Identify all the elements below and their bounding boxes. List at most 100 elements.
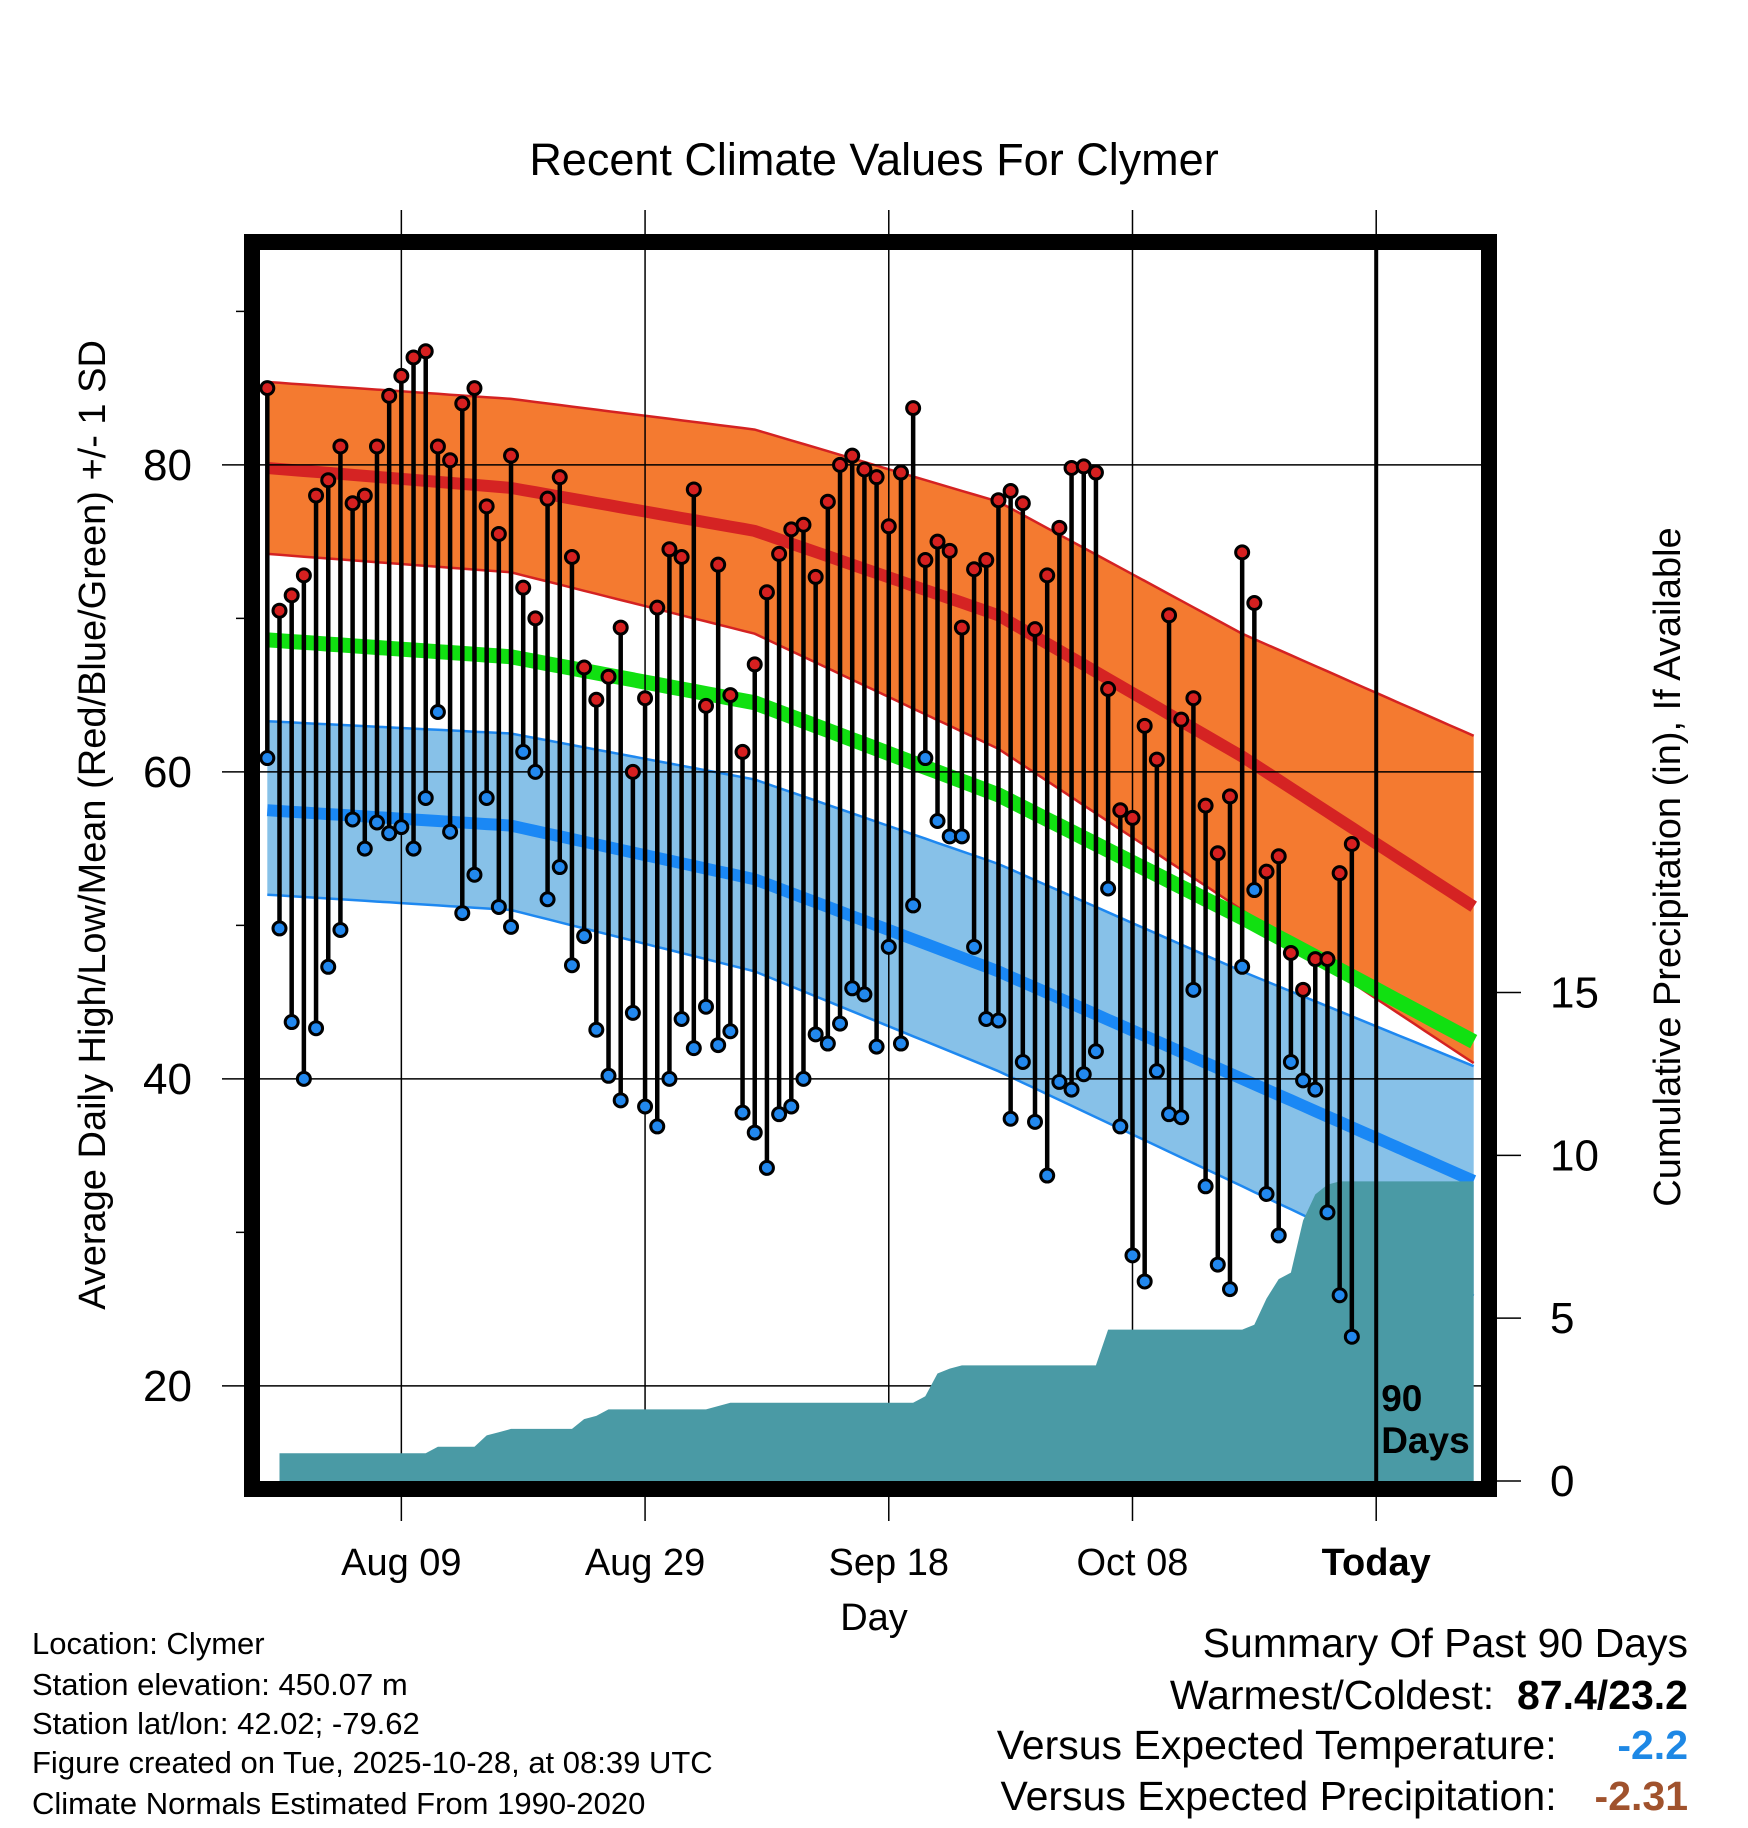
today-marker-label: Days <box>1381 1420 1469 1461</box>
daily-high-point <box>515 579 532 596</box>
y-tick-label-left: 40 <box>143 1055 192 1104</box>
daily-high-point <box>356 487 373 504</box>
daily-low-point <box>917 750 934 767</box>
y-tick-label-right: 15 <box>1550 969 1599 1018</box>
daily-low-point <box>1295 1072 1312 1089</box>
daily-low-point <box>783 1098 800 1115</box>
daily-low-point <box>1063 1081 1080 1098</box>
x-tick-label: Aug 29 <box>585 1542 705 1584</box>
daily-low-point <box>295 1070 312 1087</box>
daily-high-point <box>393 367 410 384</box>
summary-title: Summary Of Past 90 Days <box>1203 1620 1688 1667</box>
precip-area <box>279 1181 1474 1481</box>
daily-low-point <box>356 840 373 857</box>
extremes-label: Warmest/Coldest: <box>1169 1672 1495 1718</box>
daily-low-point <box>880 938 897 955</box>
daily-low-point <box>515 743 532 760</box>
daily-low-point <box>1027 1113 1044 1130</box>
daily-low-point <box>1051 1073 1068 1090</box>
daily-high-point <box>283 587 300 604</box>
daily-high-point <box>819 493 836 510</box>
daily-low-point <box>868 1038 885 1055</box>
daily-high-point <box>1100 680 1117 697</box>
daily-low-point <box>771 1106 788 1123</box>
plot-frame <box>244 234 1497 1497</box>
daily-high-point <box>381 387 398 404</box>
daily-low-point <box>758 1159 775 1176</box>
daily-high-point <box>795 516 812 533</box>
daily-low-point <box>1112 1118 1129 1135</box>
low-sd-band-lower-edge <box>267 893 1475 1297</box>
daily-low-point <box>1234 958 1251 975</box>
daily-high-point <box>1075 458 1092 475</box>
daily-high-point <box>673 548 690 565</box>
daily-low-point <box>527 763 544 780</box>
daily-low-point <box>807 1026 824 1043</box>
high-sd-band-upper-edge <box>267 380 1475 737</box>
daily-high-point <box>1027 621 1044 638</box>
location-text: Location: Clymer <box>32 1626 265 1661</box>
daily-high-point <box>600 668 617 685</box>
daily-low-point <box>685 1040 702 1057</box>
daily-high-point <box>454 395 471 412</box>
daily-low-point <box>1002 1110 1019 1127</box>
daily-low-point <box>819 1035 836 1052</box>
daily-low-point <box>746 1124 763 1141</box>
summary-title-text: Summary Of Past 90 Days <box>1202 1620 1688 1666</box>
daily-high-point <box>1295 981 1312 998</box>
daily-high-point <box>1270 848 1287 865</box>
daily-low-point <box>1075 1066 1092 1083</box>
y-tick-label-left: 80 <box>143 441 192 490</box>
daily-low-point <box>381 825 398 842</box>
daily-low-point <box>1100 880 1117 897</box>
daily-low-point <box>1039 1167 1056 1184</box>
low-normal-line <box>266 804 1477 1187</box>
daily-high-point <box>844 447 861 464</box>
daily-low-point <box>442 823 459 840</box>
daily-high-point <box>527 610 544 627</box>
daily-high-point <box>624 763 641 780</box>
daily-low-point <box>953 828 970 845</box>
daily-high-point <box>503 447 520 464</box>
daily-low-point <box>1282 1053 1299 1070</box>
y-tick-label-left: 20 <box>143 1362 192 1411</box>
daily-high-point <box>405 349 422 366</box>
daily-high-point <box>442 452 459 469</box>
daily-high-point <box>1039 567 1056 584</box>
daily-low-point <box>649 1118 666 1135</box>
daily-low-point <box>637 1098 654 1115</box>
daily-low-point <box>417 789 434 806</box>
precip-label: Versus Expected Precipitation: <box>1000 1773 1557 1819</box>
daily-high-point <box>466 380 483 397</box>
daily-low-point <box>966 938 983 955</box>
high-normal-line <box>266 462 1477 912</box>
daily-high-point <box>1173 711 1190 728</box>
daily-low-point <box>1136 1273 1153 1290</box>
daily-high-point <box>722 687 739 704</box>
daily-low-point <box>405 840 422 857</box>
daily-low-point <box>697 998 714 1015</box>
daily-high-point <box>332 438 349 455</box>
daily-high-point <box>978 552 995 569</box>
daily-high-point <box>880 518 897 535</box>
daily-low-point <box>1087 1043 1104 1060</box>
daily-high-point <box>271 602 288 619</box>
y-tick-label-right: 0 <box>1550 1457 1574 1506</box>
normals-text: Climate Normals Estimated From 1990-2020 <box>32 1786 646 1821</box>
daily-high-point <box>576 659 593 676</box>
temp-value: -2.2 <box>1617 1722 1688 1768</box>
daily-high-point <box>892 464 909 481</box>
daily-high-point <box>1014 495 1031 512</box>
daily-low-point <box>1270 1227 1287 1244</box>
daily-high-point <box>563 548 580 565</box>
created-text: Figure created on Tue, 2025-10-28, at 08… <box>32 1745 713 1780</box>
daily-low-point <box>393 819 410 836</box>
daily-high-point <box>1148 751 1165 768</box>
daily-low-point <box>624 1004 641 1021</box>
daily-low-point <box>576 928 593 945</box>
daily-low-point <box>892 1035 909 1052</box>
daily-low-point <box>1258 1185 1275 1202</box>
daily-high-point <box>1136 717 1153 734</box>
daily-high-point <box>417 343 434 360</box>
daily-low-point <box>563 957 580 974</box>
